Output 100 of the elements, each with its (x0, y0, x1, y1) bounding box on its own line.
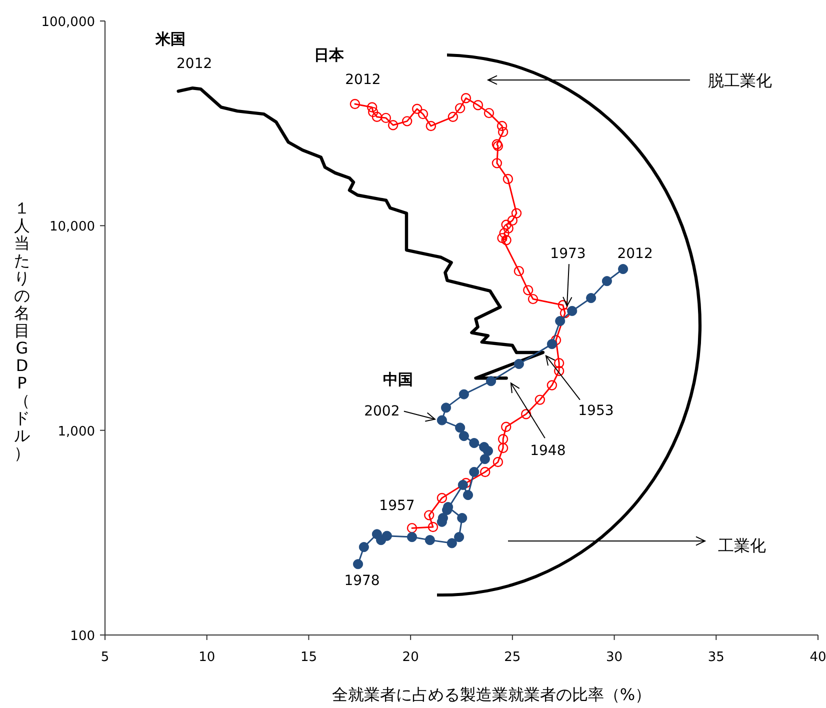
annotation: 2012 (617, 246, 653, 262)
point (366, 102, 378, 112)
point (546, 338, 557, 350)
annotation: 2012 (176, 56, 212, 72)
point (368, 106, 378, 118)
point (514, 266, 524, 276)
point (352, 559, 364, 570)
x-tick-label: 40 (810, 650, 826, 665)
point (412, 104, 422, 114)
point (372, 112, 382, 122)
text: 米国 (154, 30, 186, 48)
annotation: 1948 (530, 443, 566, 460)
text: 日本 (314, 46, 345, 64)
x-tick-label: 10 (198, 650, 216, 665)
point (458, 430, 469, 442)
point (501, 422, 512, 432)
x-tick-label: 35 (708, 650, 724, 665)
annotation: 1978 (344, 573, 380, 590)
point (446, 538, 457, 548)
x-tick-label: 15 (300, 650, 317, 665)
point (440, 402, 452, 413)
point (458, 389, 469, 400)
annotation: 2002 (364, 403, 400, 420)
point (426, 120, 436, 132)
point (480, 454, 490, 464)
point (454, 532, 464, 542)
point (484, 108, 494, 118)
annotation: 1973 (550, 246, 586, 262)
point (498, 126, 508, 138)
point (448, 112, 458, 122)
point (523, 285, 534, 296)
point (436, 492, 448, 504)
annotation: 工業化 (718, 536, 766, 555)
point (514, 358, 524, 370)
x-tick-label: 25 (504, 650, 521, 665)
x-tick-label: 5 (100, 650, 110, 665)
point (528, 294, 538, 304)
point (350, 98, 360, 110)
point (554, 358, 564, 368)
point (501, 235, 512, 246)
point (424, 535, 435, 546)
point (469, 466, 480, 478)
point (503, 223, 514, 234)
text: 中国 (382, 370, 413, 388)
annotation: 工業化 (508, 536, 766, 555)
point (496, 120, 508, 132)
point (602, 276, 612, 286)
point (618, 264, 628, 274)
point (358, 542, 369, 552)
point (546, 380, 558, 390)
point (458, 480, 468, 490)
y-tick-label: 100 (70, 629, 95, 644)
point (492, 456, 504, 468)
point (499, 228, 510, 238)
point (558, 300, 568, 310)
point (479, 442, 490, 452)
point (436, 415, 447, 426)
x-axis-title: 全就業者に占める製造業就業者の比率（%） (332, 685, 652, 704)
y-axis-title: １人当たりの名目GDP（ドル） (14, 198, 30, 462)
point (462, 490, 474, 500)
point (534, 394, 546, 405)
point (498, 442, 508, 454)
y-tick-label: 1,000 (58, 424, 95, 440)
point (555, 316, 566, 326)
point (469, 438, 480, 448)
point (502, 174, 514, 184)
point (406, 522, 418, 534)
annotation: 2002 (364, 403, 436, 422)
point (428, 522, 438, 532)
point (472, 100, 484, 110)
annotation: 1973 (550, 246, 586, 308)
y-tick-label: 10,000 (50, 220, 95, 235)
x-tick-label: 20 (402, 650, 419, 665)
point (586, 292, 596, 304)
point (402, 116, 412, 126)
point (455, 422, 466, 433)
point (492, 158, 502, 168)
point (457, 512, 468, 524)
point (550, 334, 562, 346)
x-tick-label: 30 (606, 650, 623, 665)
point (418, 108, 428, 120)
point (497, 232, 508, 244)
annotation: 脱工業化 (486, 71, 772, 90)
point (520, 409, 532, 420)
point (388, 120, 398, 130)
point (380, 112, 392, 124)
point (507, 215, 518, 226)
point (480, 466, 490, 478)
point (454, 103, 466, 114)
point (560, 308, 570, 318)
annotation: 1957 (379, 498, 415, 514)
point (554, 366, 564, 376)
point (498, 434, 508, 444)
y-tick-label: 100,000 (41, 15, 95, 30)
point (501, 220, 512, 230)
point (486, 376, 496, 386)
point (382, 530, 392, 541)
annotation: 2012 (345, 72, 381, 88)
point (460, 93, 472, 104)
point (567, 306, 578, 316)
